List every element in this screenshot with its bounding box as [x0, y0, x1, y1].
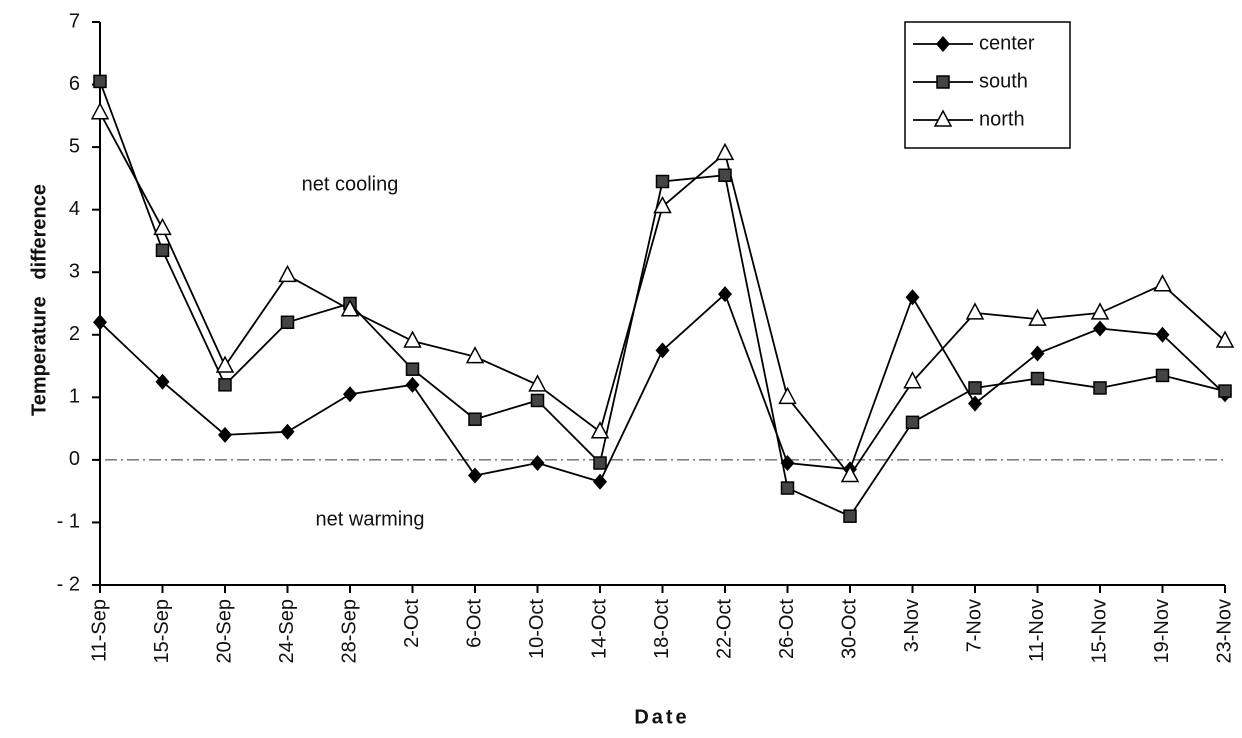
- y-tick-label: 6: [69, 73, 80, 95]
- data-point: [780, 481, 795, 495]
- data-point: [655, 174, 670, 189]
- x-tick-label: 7-Nov: [963, 599, 985, 652]
- data-point: [1218, 384, 1232, 398]
- data-point: [155, 243, 170, 258]
- data-point: [218, 378, 232, 392]
- x-tick-label: 11-Nov: [1026, 599, 1048, 662]
- data-point: [403, 330, 422, 348]
- data-point: [340, 299, 360, 317]
- data-point: [905, 415, 920, 430]
- data-point: [968, 395, 982, 412]
- data-point: [1028, 308, 1047, 326]
- annotation: net warming: [316, 508, 425, 530]
- x-tick-label: 15-Nov: [1088, 599, 1110, 663]
- data-point: [1030, 371, 1045, 386]
- data-point: [843, 509, 857, 523]
- data-point: [1153, 274, 1172, 292]
- x-tick-label: 30-Oct: [838, 599, 860, 659]
- data-point: [905, 289, 920, 306]
- data-point: [1093, 320, 1107, 337]
- x-tick-label: 2-Oct: [401, 599, 423, 648]
- legend-marker: [933, 109, 953, 127]
- y-tick-label: - 1: [57, 511, 80, 533]
- data-point: [280, 423, 295, 440]
- x-tick-label: 24-Sep: [276, 599, 298, 664]
- data-point: [215, 355, 235, 373]
- series-line: [99, 292, 1226, 483]
- y-axis-label: Temperature difference: [28, 184, 50, 416]
- data-point: [1093, 381, 1107, 395]
- data-point: [465, 346, 485, 364]
- x-tick-label: 23-Nov: [1213, 599, 1235, 663]
- data-point: [405, 376, 420, 393]
- data-point: [780, 455, 795, 472]
- data-point: [968, 381, 982, 395]
- data-point: [530, 393, 545, 408]
- data-point: [965, 302, 985, 320]
- data-point: [155, 373, 170, 390]
- data-point: [1155, 326, 1170, 343]
- data-point: [93, 314, 107, 331]
- data-point: [1090, 302, 1110, 320]
- x-tick-label: 10-Oct: [526, 599, 548, 659]
- data-point: [90, 102, 110, 120]
- y-tick-label: 4: [69, 198, 80, 220]
- x-tick-label: 3-Nov: [901, 599, 923, 652]
- y-tick-label: 0: [69, 448, 80, 470]
- x-tick-label: 18-Oct: [651, 599, 673, 659]
- legend-marker: [936, 36, 950, 52]
- x-axis-label: Date: [634, 706, 689, 728]
- x-tick-label: 26-Oct: [776, 599, 798, 659]
- legend-label: center: [979, 32, 1035, 54]
- y-tick-label: 3: [69, 261, 80, 283]
- data-point: [840, 464, 860, 483]
- y-tick-label: 2: [69, 323, 80, 345]
- data-point: [590, 421, 610, 439]
- data-point: [718, 286, 732, 303]
- data-point: [153, 217, 172, 236]
- data-point: [278, 264, 297, 283]
- data-point: [343, 386, 357, 403]
- data-point: [593, 456, 607, 470]
- x-tick-label: 6-Oct: [463, 599, 485, 648]
- y-tick-label: - 2: [57, 573, 80, 595]
- data-point: [655, 342, 670, 359]
- data-point: [1155, 368, 1170, 383]
- data-point: [530, 455, 545, 472]
- x-tick-label: 19-Nov: [1151, 599, 1173, 663]
- data-point: [93, 74, 107, 89]
- data-point: [778, 386, 797, 405]
- legend-label: south: [979, 70, 1028, 92]
- data-point: [405, 362, 420, 376]
- data-point: [715, 142, 735, 161]
- x-tick-label: 15-Sep: [151, 599, 173, 664]
- data-point: [718, 168, 732, 183]
- data-point: [218, 426, 232, 443]
- data-point: [1215, 330, 1235, 348]
- data-point: [528, 374, 547, 392]
- data-point: [1030, 345, 1045, 362]
- x-tick-label: 11-Sep: [88, 599, 110, 662]
- data-point: [653, 195, 672, 214]
- legend: [904, 21, 1071, 149]
- y-tick-label: 7: [69, 10, 80, 32]
- legend-marker: [936, 75, 950, 89]
- legend-label: north: [979, 108, 1025, 130]
- data-point: [468, 412, 482, 426]
- x-tick-label: 14-Oct: [588, 599, 610, 659]
- x-tick-label: 28-Sep: [338, 599, 360, 664]
- series-line: [99, 112, 1226, 478]
- data-point: [903, 371, 922, 389]
- annotation: net cooling: [302, 173, 399, 195]
- data-point: [593, 473, 607, 490]
- data-point: [280, 315, 295, 330]
- x-tick-label: 22-Oct: [713, 599, 735, 659]
- data-point: [468, 467, 482, 484]
- x-tick-label: 20-Sep: [213, 599, 235, 664]
- y-tick-label: 5: [69, 135, 80, 157]
- y-tick-label: 1: [69, 386, 80, 408]
